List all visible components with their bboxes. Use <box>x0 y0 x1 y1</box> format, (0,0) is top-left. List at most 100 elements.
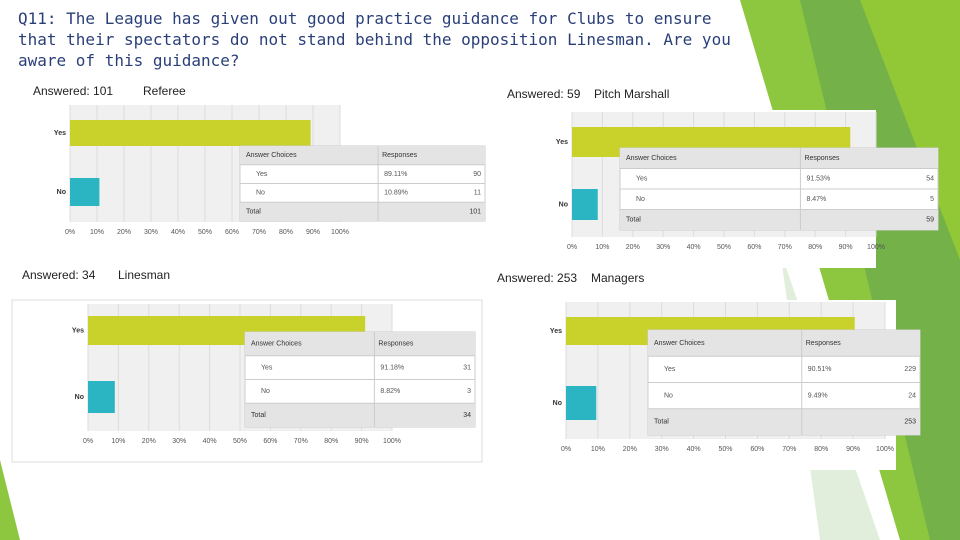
x-tick-label: 70% <box>252 229 266 236</box>
table-count: 229 <box>904 366 916 373</box>
table-total-row <box>648 408 920 435</box>
value-label: 91.18% <box>380 364 404 371</box>
x-tick-label: 10% <box>90 229 104 236</box>
x-tick-label: 50% <box>198 229 212 236</box>
table-header-cell: Answer Choices <box>246 152 297 159</box>
x-tick-label: 70% <box>294 438 308 445</box>
chart-title: Referee <box>143 84 186 98</box>
table-header-cell: Responses <box>378 341 414 348</box>
x-tick-label: 70% <box>778 244 792 251</box>
table-total: 101 <box>469 208 481 215</box>
x-tick-label: 70% <box>782 446 796 453</box>
table-total-label: Total <box>654 419 669 426</box>
table-header-cell: Responses <box>382 152 418 159</box>
x-tick-label: 10% <box>591 446 605 453</box>
bar <box>70 120 311 146</box>
table-total: 59 <box>926 217 934 224</box>
table-choice: Yes <box>664 366 676 373</box>
table-header-cell: Answer Choices <box>654 340 705 347</box>
table-header <box>620 148 938 169</box>
category-label: Yes <box>556 139 568 146</box>
table-total-label: Total <box>246 208 261 215</box>
table-choice: Yes <box>256 171 268 178</box>
table-header <box>648 330 920 357</box>
table-total-row <box>245 403 475 427</box>
x-tick-label: 10% <box>595 244 609 251</box>
x-tick-label: 20% <box>142 438 156 445</box>
table-total-label: Total <box>251 412 266 419</box>
x-tick-label: 80% <box>808 244 822 251</box>
table-header <box>245 332 475 356</box>
x-tick-label: 30% <box>144 229 158 236</box>
value-label: 9.49% <box>808 392 828 399</box>
table-count: 24 <box>908 392 916 399</box>
bar <box>70 178 100 206</box>
x-tick-label: 60% <box>263 438 277 445</box>
x-tick-label: 100% <box>876 446 894 453</box>
table-header-cell: Answer Choices <box>626 155 677 162</box>
slide-title: Q11: The League has given out good pract… <box>18 9 731 70</box>
category-label: No <box>559 201 568 208</box>
value-label: 90.51% <box>808 366 832 373</box>
table-total-label: Total <box>626 217 641 224</box>
table-count: 90 <box>473 171 481 178</box>
table-choice: No <box>256 190 265 197</box>
x-tick-label: 30% <box>656 244 670 251</box>
x-tick-label: 30% <box>172 438 186 445</box>
table-choice: No <box>636 196 645 203</box>
x-tick-label: 0% <box>65 229 75 236</box>
table-count: 54 <box>926 176 934 183</box>
x-tick-label: 20% <box>623 446 637 453</box>
table-header <box>240 146 485 165</box>
x-tick-label: 40% <box>687 446 701 453</box>
category-label: Yes <box>54 130 66 137</box>
table-choice: No <box>664 392 673 399</box>
table-total: 253 <box>904 419 916 426</box>
chart-title: Managers <box>591 271 644 285</box>
x-tick-label: 100% <box>867 244 885 251</box>
table-header-cell: Answer Choices <box>251 341 302 348</box>
category-label: Yes <box>550 328 562 335</box>
table-total: 34 <box>463 412 471 419</box>
x-tick-label: 60% <box>225 229 239 236</box>
table-choice: No <box>261 388 270 395</box>
x-tick-label: 20% <box>117 229 131 236</box>
x-tick-label: 0% <box>83 438 93 445</box>
answered-label: Answered: 59 <box>507 87 581 101</box>
x-tick-label: 80% <box>814 446 828 453</box>
x-tick-label: 80% <box>279 229 293 236</box>
x-tick-label: 60% <box>747 244 761 251</box>
x-tick-label: 40% <box>687 244 701 251</box>
x-tick-label: 90% <box>355 438 369 445</box>
value-label: 8.47% <box>806 196 826 203</box>
x-tick-label: 40% <box>171 229 185 236</box>
category-label: No <box>553 400 562 407</box>
table-total-row <box>240 202 485 221</box>
x-tick-label: 90% <box>846 446 860 453</box>
x-tick-label: 60% <box>750 446 764 453</box>
deco <box>0 460 20 540</box>
table-count: 31 <box>463 364 471 371</box>
value-label: 89.11% <box>384 171 407 178</box>
x-tick-label: 0% <box>567 244 577 251</box>
chart-title: Pitch Marshall <box>594 87 669 101</box>
x-tick-label: 80% <box>324 438 338 445</box>
x-tick-label: 30% <box>655 446 669 453</box>
table-count: 5 <box>930 196 934 203</box>
x-tick-label: 100% <box>331 229 349 236</box>
bar <box>572 189 598 220</box>
x-tick-label: 0% <box>561 446 571 453</box>
x-tick-label: 20% <box>626 244 640 251</box>
category-label: No <box>57 189 66 196</box>
category-label: Yes <box>72 327 84 334</box>
table-total-row <box>620 209 938 230</box>
table-header-cell: Responses <box>804 155 840 162</box>
value-label: 91.53% <box>806 176 830 183</box>
table-choice: Yes <box>636 176 648 183</box>
x-tick-label: 50% <box>233 438 247 445</box>
table-header-cell: Responses <box>806 340 842 347</box>
value-label: 8.82% <box>380 388 400 395</box>
bar <box>88 381 115 413</box>
x-tick-label: 90% <box>306 229 320 236</box>
